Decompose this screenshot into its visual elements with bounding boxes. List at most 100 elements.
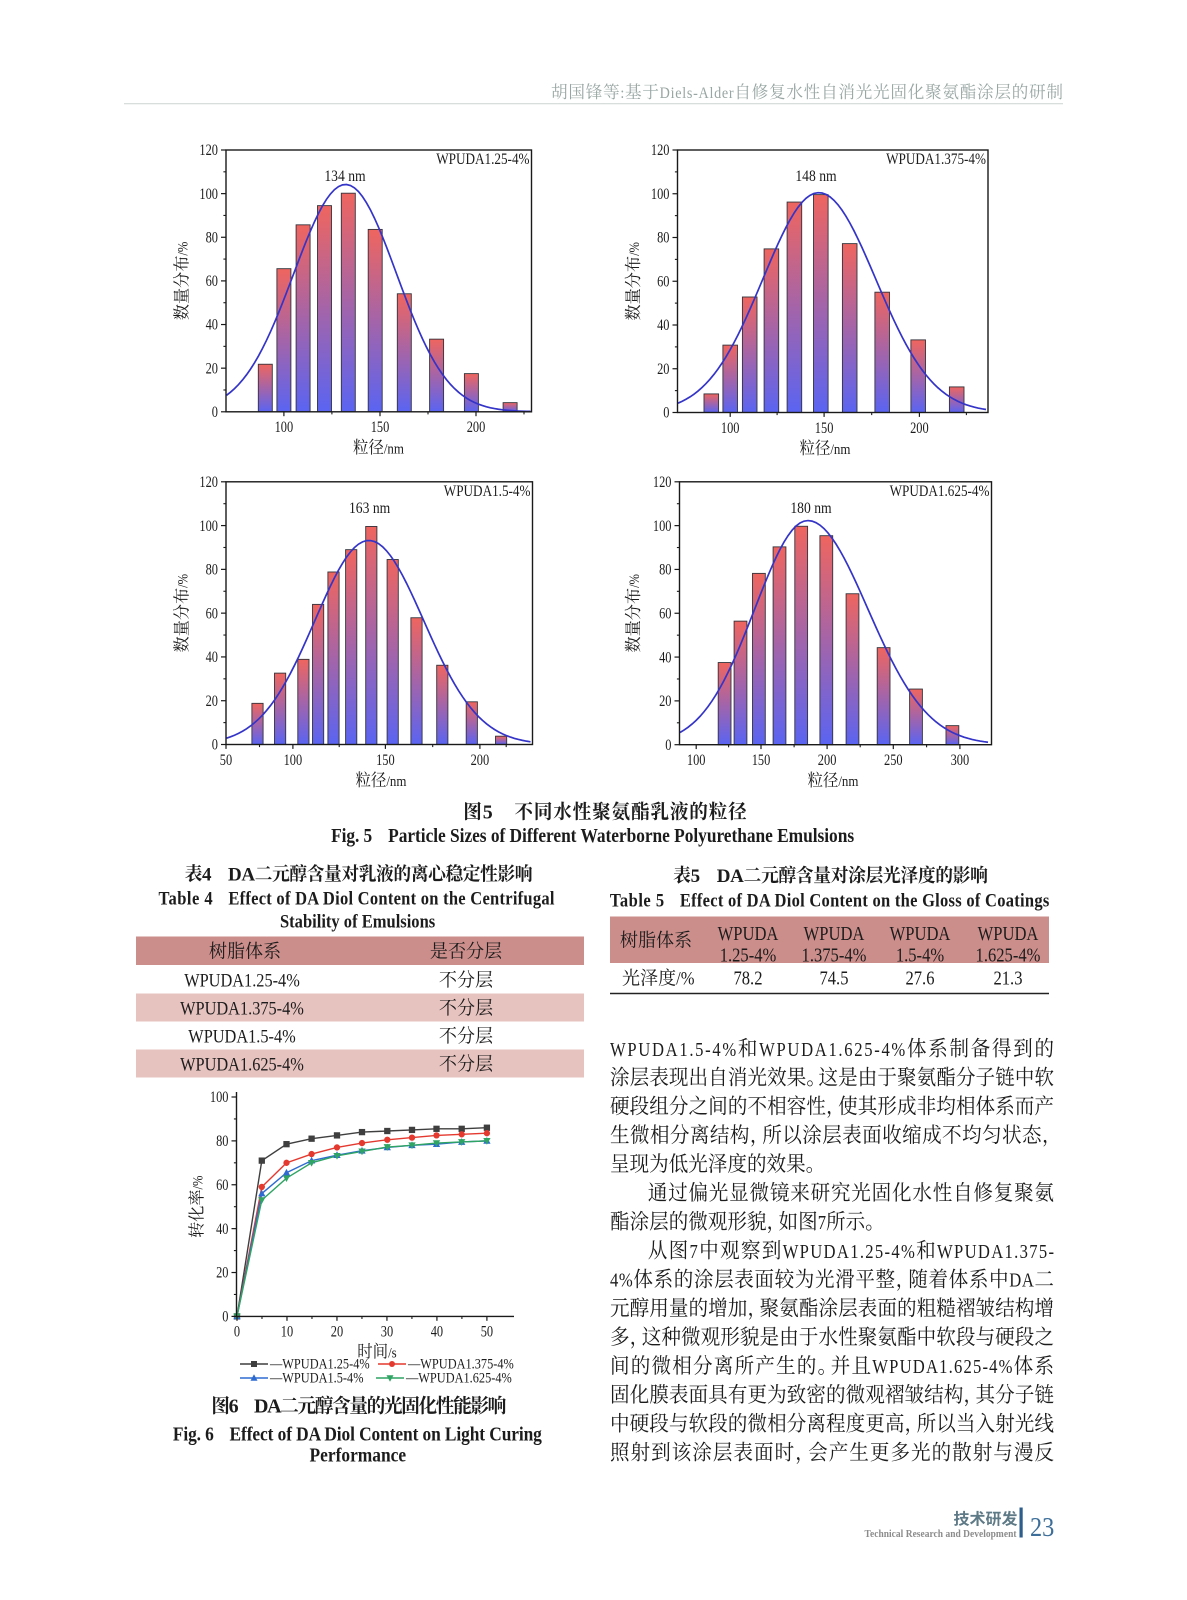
svg-text:60: 60 xyxy=(206,605,218,623)
svg-text:/%: /% xyxy=(626,574,642,588)
svg-text:1.25-4%: 1.25-4% xyxy=(720,944,777,966)
svg-text:163 nm: 163 nm xyxy=(349,500,391,517)
svg-text:78.2: 78.2 xyxy=(734,967,763,989)
svg-text:Fig. 6: Fig. 6 xyxy=(173,1424,214,1446)
svg-text:0: 0 xyxy=(222,1308,228,1326)
svg-text:—WPUDA1.25-4%: —WPUDA1.25-4% xyxy=(269,1356,370,1372)
svg-text:150: 150 xyxy=(376,752,395,770)
svg-text:60: 60 xyxy=(659,605,671,623)
svg-text:/nm: /nm xyxy=(830,442,850,458)
svg-text:250: 250 xyxy=(884,752,903,770)
svg-text:WPUDA: WPUDA xyxy=(804,923,865,945)
svg-text:—WPUDA1.5-4%: —WPUDA1.5-4% xyxy=(269,1370,363,1386)
svg-text:WPUDA: WPUDA xyxy=(978,923,1039,945)
svg-text:Effect of DA Diol Content on t: Effect of DA Diol Content on the Centrif… xyxy=(228,888,554,909)
svg-text:134 nm: 134 nm xyxy=(324,168,366,185)
svg-text:Table 5: Table 5 xyxy=(610,890,664,911)
svg-text:Effect of DA Diol Content on L: Effect of DA Diol Content on Light Curin… xyxy=(230,1424,543,1446)
svg-text:100: 100 xyxy=(721,420,740,438)
svg-text:100: 100 xyxy=(199,186,218,204)
svg-text:200: 200 xyxy=(910,420,929,438)
svg-text:WPUDA: WPUDA xyxy=(890,923,951,945)
svg-text:WPUDA1.375-: WPUDA1.375- xyxy=(937,1240,1054,1262)
svg-text:20: 20 xyxy=(657,361,669,379)
svg-text:Stability of Emulsions: Stability of Emulsions xyxy=(280,911,435,932)
svg-text:300: 300 xyxy=(951,752,970,770)
svg-text:20: 20 xyxy=(206,693,218,711)
svg-text:WPUDA1.625-4%: WPUDA1.625-4% xyxy=(890,483,990,500)
svg-text:WPUDA1.25-4%: WPUDA1.25-4% xyxy=(184,969,300,991)
svg-text:120: 120 xyxy=(651,142,670,160)
svg-text:200: 200 xyxy=(818,752,837,770)
svg-text:100: 100 xyxy=(687,752,706,770)
svg-text:5: 5 xyxy=(691,866,701,887)
svg-text:100: 100 xyxy=(651,186,670,204)
svg-text:60: 60 xyxy=(216,1177,228,1195)
svg-text:21.3: 21.3 xyxy=(994,967,1023,989)
svg-text:80: 80 xyxy=(216,1133,228,1151)
svg-text:/s: /s xyxy=(388,1346,397,1362)
svg-text:120: 120 xyxy=(199,474,218,492)
svg-text:WPUDA1.625-4%: WPUDA1.625-4% xyxy=(180,1053,304,1075)
svg-text:80: 80 xyxy=(659,561,671,579)
svg-text:WPUDA: WPUDA xyxy=(718,923,779,945)
svg-text:DA: DA xyxy=(1009,1269,1034,1291)
svg-text:Table 4: Table 4 xyxy=(159,888,213,909)
svg-text:200: 200 xyxy=(471,752,490,770)
svg-text:100: 100 xyxy=(653,518,672,536)
svg-text:80: 80 xyxy=(657,229,669,247)
svg-text:20: 20 xyxy=(206,360,218,378)
svg-text:/nm: /nm xyxy=(386,774,406,790)
svg-text:WPUDA1.375-4%: WPUDA1.375-4% xyxy=(180,997,304,1019)
svg-text:40: 40 xyxy=(206,316,218,334)
svg-text:100: 100 xyxy=(275,419,294,437)
svg-text:27.6: 27.6 xyxy=(906,967,935,989)
svg-text:Fig. 5: Fig. 5 xyxy=(331,825,372,847)
svg-text:40: 40 xyxy=(657,317,669,335)
svg-text:74.5: 74.5 xyxy=(820,967,849,989)
svg-text:WPUDA1.375-4%: WPUDA1.375-4% xyxy=(886,151,986,168)
svg-text:120: 120 xyxy=(653,474,672,492)
svg-text:0: 0 xyxy=(212,404,218,422)
svg-text:100: 100 xyxy=(284,752,303,770)
svg-text:100: 100 xyxy=(210,1089,229,1107)
svg-text:WPUDA1.5-4%: WPUDA1.5-4% xyxy=(444,483,531,500)
svg-text:200: 200 xyxy=(467,419,486,437)
svg-text::: : xyxy=(620,84,624,102)
svg-text:4: 4 xyxy=(202,864,212,885)
svg-text:150: 150 xyxy=(815,420,834,438)
svg-text:20: 20 xyxy=(331,1323,343,1341)
svg-text:Effect of DA Diol Content on t: Effect of DA Diol Content on the Gloss o… xyxy=(680,890,1050,911)
svg-text:WPUDA1.25-4%: WPUDA1.25-4% xyxy=(783,1240,915,1262)
svg-text:0: 0 xyxy=(665,737,671,755)
svg-text:20: 20 xyxy=(659,693,671,711)
svg-text:/%: /% xyxy=(626,242,642,256)
svg-text:WPUDA1.625-4%: WPUDA1.625-4% xyxy=(759,1038,905,1060)
svg-text:23: 23 xyxy=(1030,1512,1054,1542)
svg-text:20: 20 xyxy=(216,1264,228,1282)
svg-text:150: 150 xyxy=(371,419,390,437)
svg-text:80: 80 xyxy=(206,561,218,579)
svg-text:50: 50 xyxy=(220,752,232,770)
svg-text:5: 5 xyxy=(483,802,493,824)
svg-text:1.375-4%: 1.375-4% xyxy=(802,944,867,966)
svg-text:/%: /% xyxy=(190,1175,206,1189)
svg-text:/%: /% xyxy=(676,967,695,988)
svg-text:40: 40 xyxy=(216,1221,228,1239)
svg-text:—WPUDA1.625-4%: —WPUDA1.625-4% xyxy=(405,1370,512,1386)
svg-text:50: 50 xyxy=(481,1323,493,1341)
svg-text:100: 100 xyxy=(199,518,218,536)
svg-text:40: 40 xyxy=(206,649,218,667)
svg-text:0: 0 xyxy=(663,404,669,422)
svg-text:Technical Research and Develop: Technical Research and Development xyxy=(865,1529,1018,1541)
svg-text:/%: /% xyxy=(175,574,191,588)
svg-text:40: 40 xyxy=(659,649,671,667)
svg-text:0: 0 xyxy=(212,736,218,754)
svg-text:WPUDA1.25-4%: WPUDA1.25-4% xyxy=(436,151,529,168)
svg-text:WPUDA1.625-4%: WPUDA1.625-4% xyxy=(872,1356,1012,1378)
svg-text:60: 60 xyxy=(657,273,669,291)
svg-text:—WPUDA1.375-4%: —WPUDA1.375-4% xyxy=(407,1356,514,1372)
svg-text:WPUDA1.5-4%: WPUDA1.5-4% xyxy=(610,1038,736,1060)
svg-text:180 nm: 180 nm xyxy=(790,500,832,517)
svg-text:/nm: /nm xyxy=(384,442,404,458)
